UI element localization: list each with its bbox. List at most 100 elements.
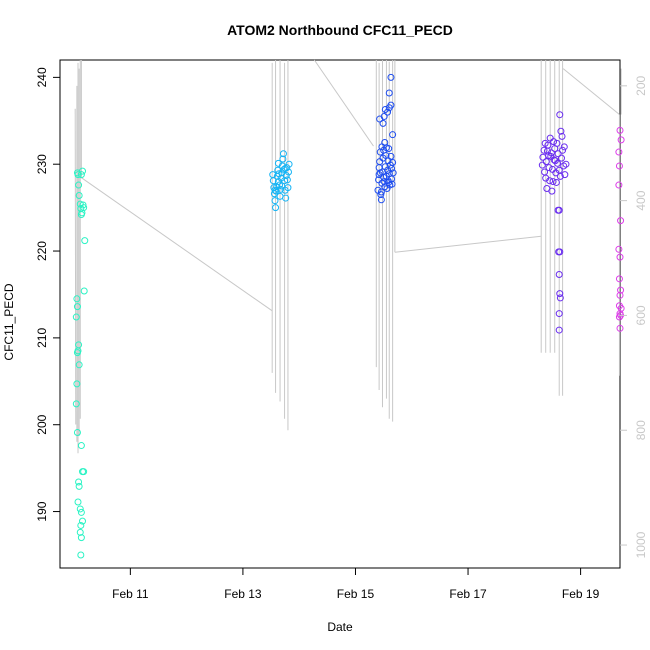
overlay-line [74, 59, 622, 454]
data-point [74, 171, 82, 179]
data-point [538, 161, 546, 169]
data-point [385, 89, 393, 97]
data-point [541, 139, 549, 147]
data-point [384, 166, 392, 174]
data-point [557, 127, 565, 135]
data-point [556, 290, 564, 298]
data-point [72, 313, 80, 321]
x-tick-label: Feb 13 [224, 587, 262, 601]
overlay-segment [74, 108, 77, 425]
data-point [615, 181, 623, 189]
data-point [77, 534, 85, 542]
data-point [555, 310, 563, 318]
x-axis-label: Date [327, 620, 353, 634]
data-point [274, 178, 282, 186]
data-point [77, 442, 85, 450]
overlay-segment [313, 59, 374, 147]
data-point [271, 197, 279, 205]
data-point [77, 171, 85, 179]
y-right-tick-label: 800 [634, 420, 648, 440]
y-axis-label: CFC11_PECD [2, 283, 16, 360]
data-point [545, 164, 553, 172]
data-point [279, 150, 287, 158]
data-point [550, 138, 558, 146]
chart-title: ATOM2 Northbound CFC11_PECD [227, 22, 453, 38]
data-point [272, 187, 280, 195]
data-point [555, 326, 563, 334]
y-tick-label: 220 [35, 241, 49, 261]
data-point [77, 551, 85, 559]
y-tick-label: 240 [35, 67, 49, 87]
overlay-segment [394, 235, 542, 253]
data-point [75, 478, 83, 486]
data-point [615, 148, 623, 156]
data-point [75, 191, 83, 199]
data-point [546, 177, 554, 185]
data-point [80, 204, 88, 212]
x-tick-label: Feb 17 [449, 587, 487, 601]
data-point [617, 217, 625, 225]
data-point [81, 237, 89, 245]
y-tick-label: 210 [35, 328, 49, 348]
data-point [551, 157, 559, 165]
x-tick-label: Feb 11 [112, 587, 149, 601]
data-point [615, 313, 623, 321]
data-point [73, 429, 81, 437]
data-point [552, 178, 560, 186]
data-point [556, 294, 564, 302]
x-tick-label: Feb 15 [337, 587, 375, 601]
data-point [80, 287, 88, 295]
data-point [282, 194, 290, 202]
data-point [79, 167, 87, 175]
data-point [377, 196, 385, 204]
overlay-segment [81, 177, 273, 312]
data-point [377, 191, 385, 199]
data-point [617, 304, 625, 312]
data-point [79, 201, 87, 209]
data-point [281, 165, 289, 173]
data-point [73, 349, 81, 357]
data-point [376, 158, 384, 166]
y-right-tick-label: 200 [634, 75, 648, 95]
x-tick-label: Feb 19 [562, 587, 600, 601]
data-point [79, 517, 87, 525]
data-point [615, 275, 623, 283]
y-tick-label: 230 [35, 154, 49, 174]
axes: Feb 11 Feb 13 Feb 15 Feb 17 Feb 19 190 200 210 2… [35, 67, 648, 601]
data-point [560, 143, 568, 151]
data-point [617, 286, 625, 294]
data-point [389, 131, 397, 139]
data-point [283, 176, 291, 184]
data-point [376, 169, 384, 177]
data-point [562, 160, 570, 168]
data-point [615, 162, 623, 170]
data-points [72, 73, 625, 559]
data-point [545, 152, 553, 160]
data-point [381, 138, 389, 146]
data-point [279, 155, 287, 163]
data-point [556, 111, 564, 119]
data-point [542, 158, 550, 166]
data-point [553, 139, 561, 147]
data-point [540, 146, 548, 154]
data-point [77, 508, 85, 516]
y-tick-label: 200 [35, 414, 49, 434]
data-point [388, 180, 396, 188]
data-point [384, 108, 392, 116]
data-point [616, 253, 624, 261]
data-point [557, 154, 565, 162]
data-point [73, 380, 81, 388]
data-point [548, 187, 556, 195]
data-point [389, 169, 397, 177]
data-point [556, 248, 564, 256]
data-point [617, 136, 625, 144]
data-point [380, 112, 388, 120]
data-point [73, 303, 81, 311]
data-point [616, 291, 624, 299]
overlay-segment [562, 68, 620, 115]
data-point [616, 126, 624, 134]
data-point [75, 482, 83, 490]
data-point [75, 181, 83, 189]
data-point [72, 400, 80, 408]
